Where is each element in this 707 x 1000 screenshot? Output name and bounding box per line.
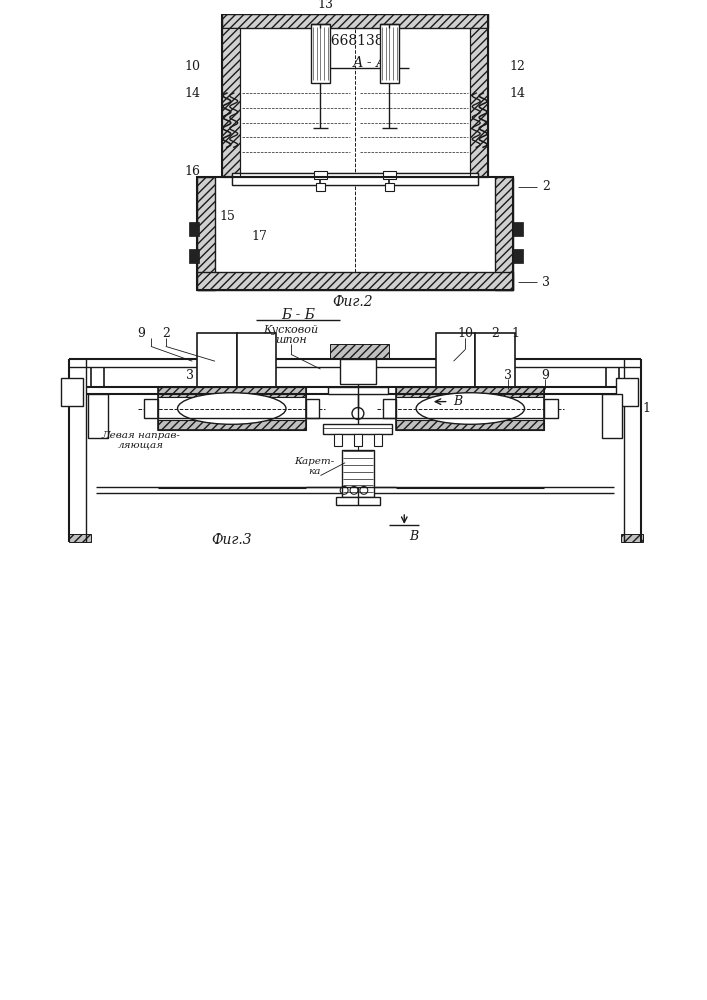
Text: 16: 16: [185, 165, 200, 178]
Bar: [380, 24, 399, 83]
Bar: [475, 333, 515, 387]
Bar: [382, 399, 397, 418]
Bar: [374, 434, 382, 446]
Text: 3: 3: [187, 369, 194, 382]
Bar: [222, 28, 240, 177]
Bar: [197, 333, 237, 387]
Text: 12: 12: [510, 60, 525, 73]
Text: 17: 17: [252, 230, 267, 243]
Text: 10: 10: [457, 327, 474, 340]
Text: 10: 10: [185, 60, 200, 73]
Bar: [240, 28, 470, 177]
Bar: [315, 183, 325, 191]
Text: В: В: [409, 530, 419, 543]
Bar: [237, 333, 276, 387]
Bar: [513, 249, 522, 263]
Bar: [436, 333, 475, 387]
Text: А - А: А - А: [353, 56, 387, 70]
Bar: [397, 387, 544, 430]
Bar: [385, 183, 395, 191]
Text: 9: 9: [137, 327, 145, 340]
Bar: [334, 434, 342, 446]
Bar: [189, 249, 199, 263]
Bar: [62, 378, 83, 406]
Bar: [232, 173, 478, 185]
Text: 1: 1: [643, 402, 650, 415]
Bar: [397, 420, 544, 430]
Bar: [397, 387, 544, 397]
Text: Фиг.3: Фиг.3: [211, 533, 252, 547]
Bar: [495, 177, 513, 290]
Text: 2: 2: [491, 327, 499, 340]
Text: ляющая: ляющая: [118, 440, 164, 449]
Bar: [305, 399, 320, 418]
Bar: [323, 424, 392, 434]
Bar: [602, 394, 622, 438]
Text: Б - Б: Б - Б: [281, 308, 315, 322]
Text: Фиг.2: Фиг.2: [333, 295, 373, 309]
Text: 3: 3: [504, 369, 512, 382]
Bar: [621, 534, 643, 542]
Bar: [222, 14, 488, 28]
Bar: [328, 387, 387, 394]
Bar: [144, 399, 158, 418]
Text: 1668138: 1668138: [322, 34, 384, 48]
Text: 2: 2: [162, 327, 170, 340]
Text: 1: 1: [512, 327, 520, 340]
Bar: [88, 394, 107, 438]
Text: 3: 3: [542, 276, 550, 289]
Bar: [617, 378, 638, 406]
Bar: [544, 399, 558, 418]
Text: Левая направ-: Левая направ-: [102, 431, 180, 440]
Text: 14: 14: [185, 87, 200, 100]
Text: 9: 9: [542, 369, 549, 382]
Bar: [310, 24, 330, 83]
Text: В: В: [454, 395, 462, 408]
Text: ка: ка: [308, 467, 321, 476]
Text: 13: 13: [317, 0, 334, 11]
Text: 15: 15: [219, 210, 235, 223]
Ellipse shape: [177, 393, 286, 424]
Bar: [189, 222, 199, 236]
Bar: [158, 420, 305, 430]
Bar: [232, 173, 478, 185]
Bar: [314, 171, 327, 179]
Bar: [197, 177, 513, 290]
Bar: [197, 177, 215, 290]
Bar: [337, 497, 380, 505]
Bar: [197, 272, 513, 290]
Text: шпон: шпон: [275, 335, 307, 345]
Text: Кусковой: Кусковой: [263, 325, 318, 335]
Bar: [470, 28, 488, 177]
Bar: [382, 171, 397, 179]
Bar: [69, 534, 90, 542]
Bar: [513, 222, 522, 236]
Bar: [340, 359, 375, 384]
Bar: [158, 387, 305, 397]
Bar: [354, 434, 362, 446]
Bar: [330, 344, 390, 359]
Bar: [158, 387, 305, 430]
Bar: [222, 14, 488, 177]
Bar: [342, 450, 374, 497]
Bar: [215, 177, 495, 272]
Text: 2: 2: [542, 180, 550, 193]
Ellipse shape: [416, 393, 525, 424]
Text: 14: 14: [510, 87, 526, 100]
Text: Карет-: Карет-: [294, 457, 334, 466]
